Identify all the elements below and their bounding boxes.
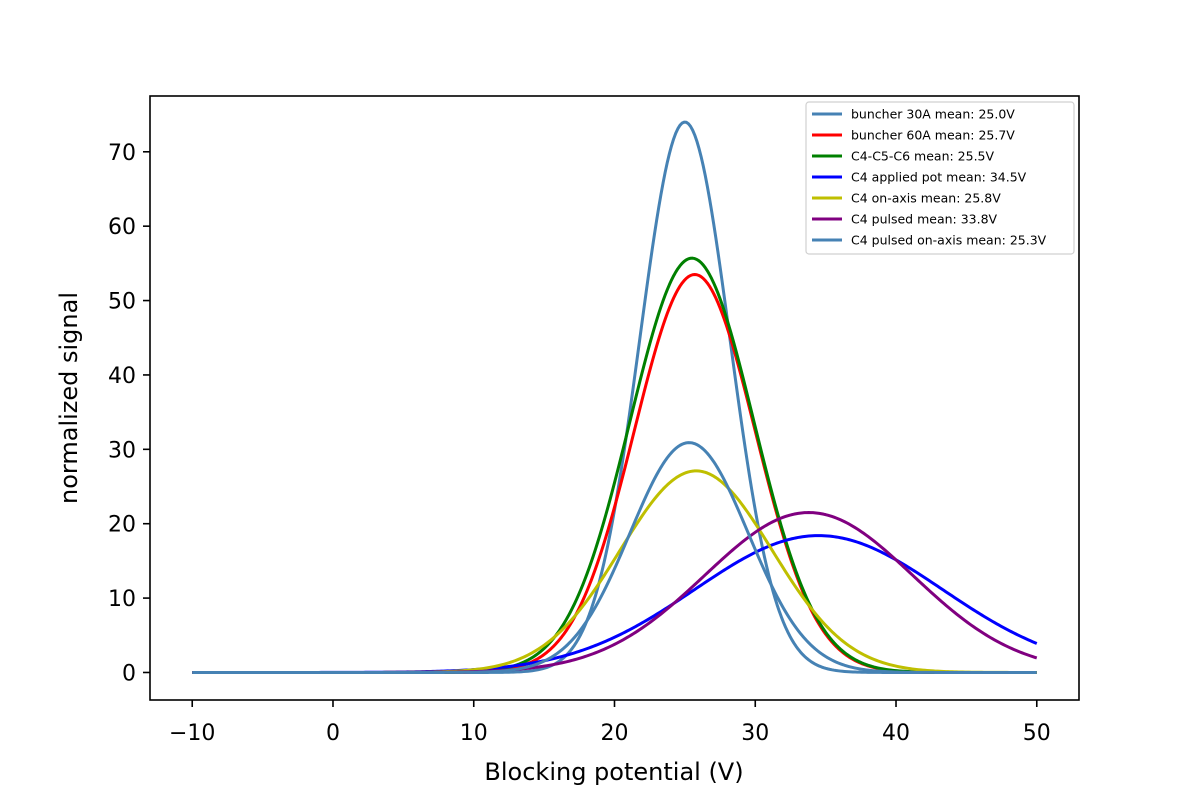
x-tick-label: 0: [326, 721, 340, 746]
series-line-2: [192, 256, 1037, 674]
x-axis: −10 0 10 20 30 40 50: [169, 700, 1051, 746]
plot-lines: [192, 120, 1038, 674]
x-tick-label: 30: [741, 721, 769, 746]
legend-label-3: C4 applied pot mean: 34.5V: [851, 170, 1027, 185]
legend-label-4: C4 on-axis mean: 25.8V: [851, 191, 1001, 206]
x-axis-label: Blocking potential (V): [484, 758, 743, 786]
y-tick-label: 20: [108, 513, 136, 538]
legend: buncher 30A mean: 25.0V buncher 60A mean:…: [805, 101, 1075, 255]
legend-label-1: buncher 60A mean: 25.7V: [851, 128, 1015, 143]
series-line-1: [192, 273, 1037, 674]
y-tick-label: 60: [108, 215, 136, 240]
legend-box: [805, 101, 1075, 255]
y-tick-label: 10: [108, 587, 136, 612]
x-tick-label: 50: [1023, 721, 1051, 746]
y-tick-label: 40: [108, 364, 136, 389]
y-tick-label: 30: [108, 438, 136, 463]
y-tick-label: 0: [122, 661, 136, 686]
series-line-5: [192, 511, 1038, 674]
y-axis-label: normalized signal: [55, 292, 83, 504]
x-tick-label: 10: [460, 721, 488, 746]
series-line-6: [192, 441, 1037, 674]
x-tick-label: 40: [882, 721, 910, 746]
x-tick-label: 20: [601, 721, 629, 746]
legend-label-2: C4-C5-C6 mean: 25.5V: [851, 149, 995, 164]
y-tick-label: 50: [108, 290, 136, 315]
y-axis: 0 10 20 30 40 50 60 70: [108, 141, 150, 686]
y-tick-label: 70: [108, 141, 136, 166]
legend-label-6: C4 pulsed on-axis mean: 25.3V: [851, 233, 1047, 248]
legend-label-5: C4 pulsed mean: 33.8V: [851, 212, 998, 227]
legend-label-0: buncher 30A mean: 25.0V: [851, 107, 1015, 122]
series-line-3: [192, 534, 1038, 674]
x-tick-label: −10: [169, 721, 215, 746]
